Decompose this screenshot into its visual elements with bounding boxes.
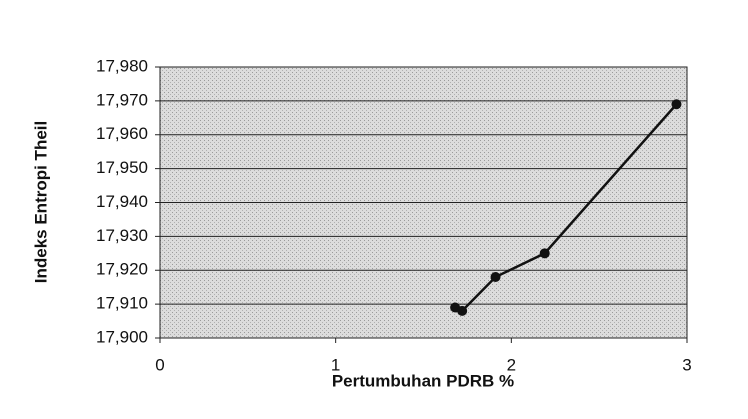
y-tick-label: 17,940 — [96, 192, 148, 211]
x-tick-label: 0 — [155, 355, 164, 374]
marker — [457, 305, 468, 316]
x-tick-label: 2 — [507, 355, 516, 374]
y-axis-title: Indeks Entropi Theil — [31, 121, 50, 283]
y-tick-label: 17,930 — [96, 226, 148, 245]
y-tick-label: 17,980 — [96, 56, 148, 75]
y-tick-label: 17,950 — [96, 158, 148, 177]
x-tick-label: 1 — [331, 355, 340, 374]
marker — [539, 248, 550, 259]
marker — [671, 99, 682, 110]
y-tick-label: 17,900 — [96, 327, 148, 346]
marker — [490, 272, 501, 283]
x-tick-label: 3 — [682, 355, 691, 374]
y-tick-label: 17,960 — [96, 124, 148, 143]
y-tick-label: 17,910 — [96, 294, 148, 313]
x-axis-title: Pertumbuhan PDRB % — [332, 371, 514, 390]
y-tick-label: 17,970 — [96, 90, 148, 109]
y-tick-label: 17,920 — [96, 260, 148, 279]
